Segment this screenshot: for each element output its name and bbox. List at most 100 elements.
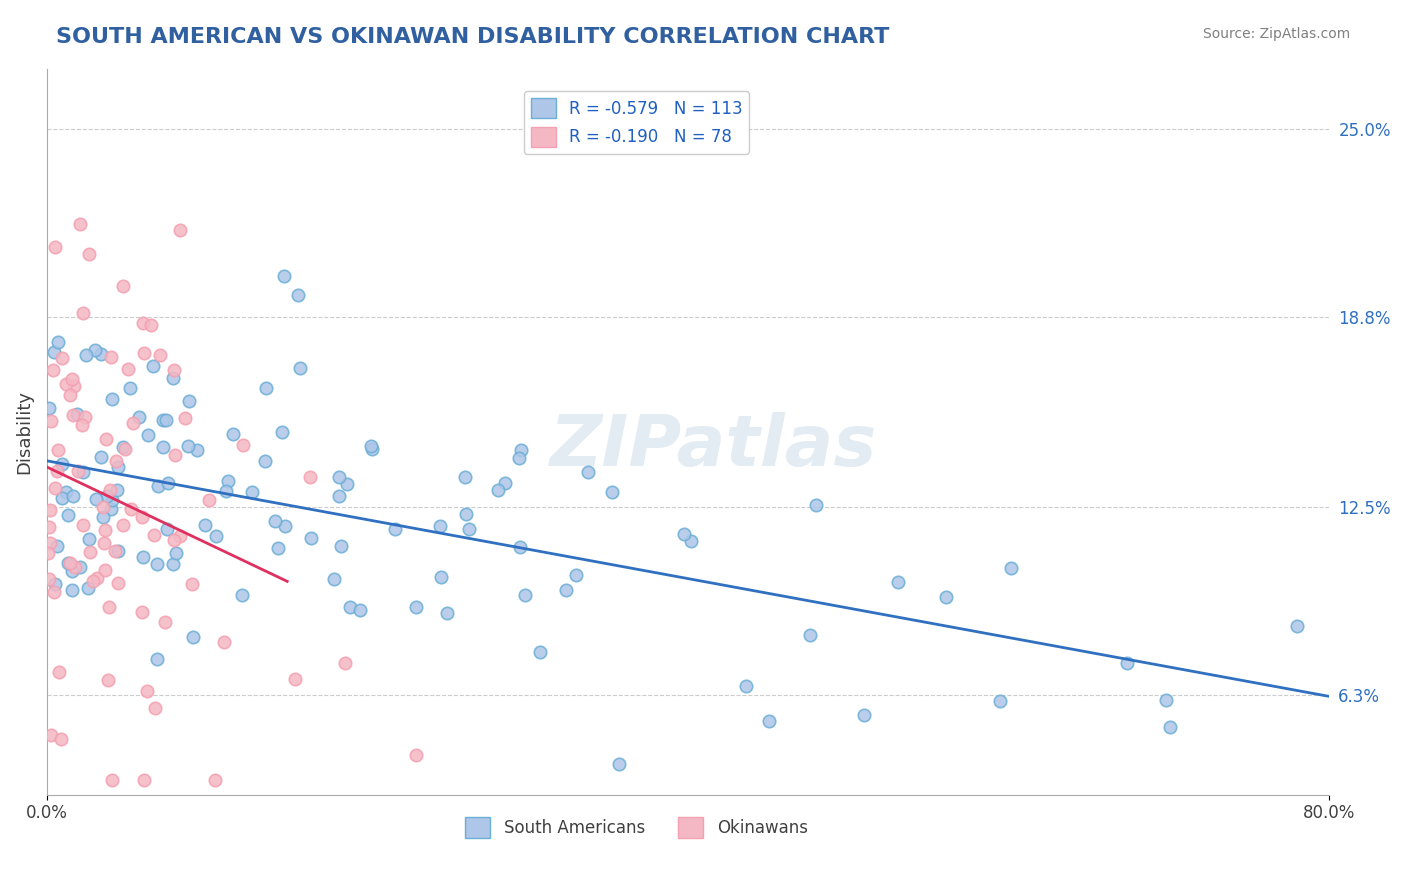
Point [430, 570, 453, 584]
Point [84, 492, 107, 507]
Point [152, 440, 174, 454]
Point [177, 439, 200, 453]
Point [163, 363, 186, 377]
Point [132, 346, 155, 360]
Point [602, 484, 624, 499]
Point [91, 510, 114, 524]
Point [73, 409, 96, 424]
Point [93, 535, 115, 549]
Point [62, 489, 84, 503]
Point [509, 540, 531, 554]
Point [758, 714, 780, 728]
Point [508, 450, 530, 465]
Point [51, 457, 73, 471]
Point [454, 470, 477, 484]
Point [100, 350, 122, 364]
Point [336, 476, 359, 491]
Point [494, 476, 516, 491]
Point [510, 443, 533, 458]
Point [212, 635, 235, 649]
Point [214, 483, 236, 498]
Point [70, 418, 93, 433]
Point [162, 371, 184, 385]
Point [194, 518, 217, 533]
Point [935, 591, 957, 605]
Point [155, 413, 177, 427]
Point [169, 222, 191, 236]
Point [44, 577, 66, 591]
Point [254, 454, 277, 468]
Point [37, 546, 59, 560]
Point [62, 408, 84, 422]
Point [162, 558, 184, 572]
Point [222, 426, 245, 441]
Point [94, 432, 117, 446]
Point [42, 363, 65, 377]
Point [38, 572, 60, 586]
Point [117, 362, 139, 376]
Point [149, 348, 172, 362]
Point [607, 757, 630, 772]
Point [69, 218, 91, 232]
Point [180, 577, 202, 591]
Point [100, 772, 122, 787]
Point [384, 522, 406, 536]
Point [76, 581, 98, 595]
Point [131, 605, 153, 619]
Point [46, 539, 69, 553]
Point [105, 483, 128, 497]
Point [46, 443, 69, 458]
Point [232, 438, 254, 452]
Point [79, 545, 101, 559]
Point [105, 454, 128, 468]
Point [169, 528, 191, 542]
Point [197, 492, 219, 507]
Point [75, 348, 97, 362]
Point [77, 532, 100, 546]
Point [339, 600, 361, 615]
Point [98, 599, 121, 614]
Point [90, 450, 112, 465]
Point [72, 306, 94, 320]
Point [436, 607, 458, 621]
Point [576, 465, 599, 479]
Point [179, 393, 201, 408]
Point [457, 522, 479, 536]
Point [1159, 720, 1181, 734]
Point [114, 442, 136, 457]
Point [103, 544, 125, 558]
Point [405, 599, 427, 614]
Point [72, 465, 94, 479]
Point [217, 474, 239, 488]
Point [107, 460, 129, 475]
Point [146, 479, 169, 493]
Point [1285, 619, 1308, 633]
Point [152, 412, 174, 426]
Point [143, 701, 166, 715]
Point [565, 568, 588, 582]
Point [65, 407, 87, 421]
Point [107, 576, 129, 591]
Point [330, 539, 353, 553]
Text: ZIPatlas: ZIPatlas [550, 411, 877, 481]
Point [51, 351, 73, 365]
Point [335, 656, 357, 670]
Point [60, 583, 83, 598]
Point [63, 560, 86, 574]
Point [55, 377, 77, 392]
Point [112, 518, 135, 533]
Point [56, 556, 79, 570]
Point [555, 582, 578, 597]
Point [136, 427, 159, 442]
Y-axis label: Disability: Disability [15, 390, 32, 474]
Point [120, 501, 142, 516]
Point [267, 541, 290, 555]
Point [67, 464, 90, 478]
Point [136, 684, 159, 698]
Point [51, 491, 73, 505]
Point [155, 522, 177, 536]
Point [1154, 693, 1177, 707]
Legend: South Americans, Okinawans: South Americans, Okinawans [458, 811, 814, 845]
Point [91, 500, 114, 514]
Text: Source: ZipAtlas.com: Source: ZipAtlas.com [1202, 27, 1350, 41]
